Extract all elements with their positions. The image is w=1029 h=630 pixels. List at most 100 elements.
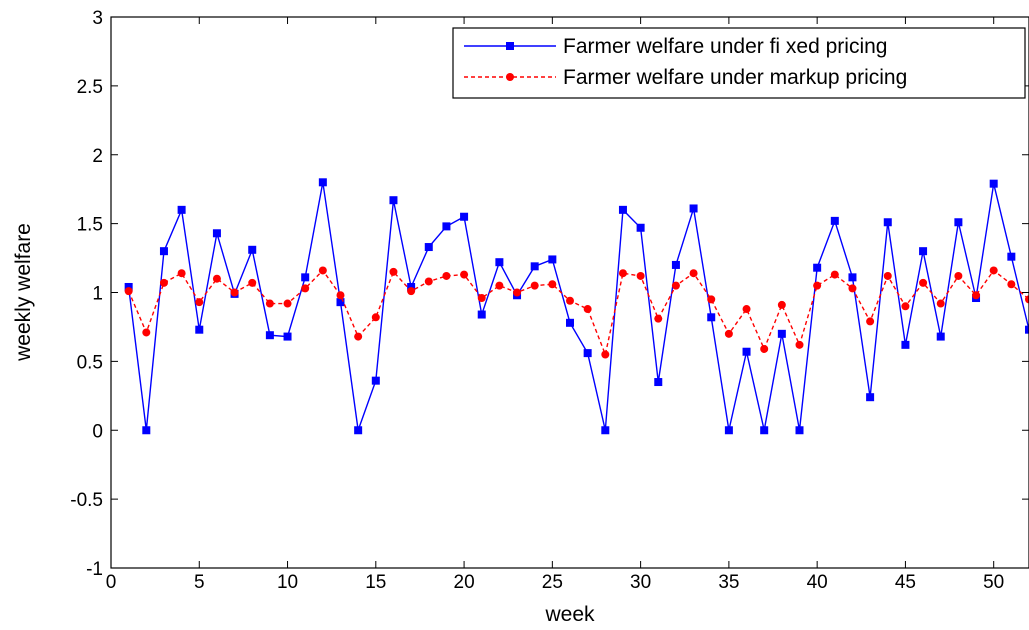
data-point: [724, 329, 733, 338]
data-point: [336, 291, 345, 300]
data-point: [795, 340, 804, 349]
data-point: [760, 344, 769, 353]
data-point: [371, 376, 380, 385]
data-point: [601, 426, 610, 435]
data-point: [671, 281, 680, 290]
data-point: [371, 313, 380, 322]
ticks-layer: 0 5 10 15 20 25 30 35 40 45 50 -1 -0.5 0 0.5 1 1.5 2 2.5 3: [70, 8, 1029, 593]
data-point: [583, 349, 592, 358]
data-point: [866, 317, 875, 326]
data-point: [671, 260, 680, 269]
data-point: [124, 282, 133, 291]
data-point: [195, 298, 204, 307]
data-point: [883, 271, 892, 280]
data-point: [954, 271, 963, 280]
data-point: [583, 305, 592, 314]
data-point: [389, 196, 398, 205]
data-point: [477, 310, 486, 319]
data-point: [742, 305, 751, 314]
series-2: [124, 266, 1029, 359]
legend-entry: Farmer welfare under markup pricing: [464, 66, 907, 89]
data-point: [530, 262, 539, 271]
series-layer: [124, 178, 1029, 435]
data-point: [566, 296, 574, 305]
legend-box: [452, 27, 1026, 99]
data-point: [636, 271, 645, 280]
data-point: [177, 269, 186, 278]
series-line: [127, 182, 1029, 431]
data-point: [460, 270, 469, 279]
data-point: [989, 266, 998, 275]
data-point: [901, 302, 910, 311]
data-point: [318, 178, 327, 187]
data-point: [618, 269, 627, 278]
data-point: [830, 216, 839, 225]
data-point: [477, 294, 486, 303]
plot-area: [111, 17, 1029, 568]
legend-label: Farmer welfare under markup pricing: [563, 66, 907, 89]
data-point: [689, 204, 698, 213]
data-point: [760, 426, 769, 435]
x-tick-label: 25: [542, 572, 563, 593]
data-point: [248, 245, 257, 254]
data-point: [689, 269, 698, 278]
x-tick-label: 50: [983, 572, 1004, 593]
data-point: [265, 331, 274, 340]
legend: Farmer welfare under fi xed pricing Farme…: [452, 27, 1026, 99]
data-point: [301, 273, 310, 282]
data-point: [283, 299, 292, 308]
data-point: [548, 280, 557, 289]
data-point: [442, 271, 451, 280]
data-point: [354, 332, 363, 341]
data-point: [972, 291, 981, 300]
data-point: [866, 393, 875, 402]
data-point: [159, 278, 168, 287]
data-point: [495, 281, 504, 290]
data-point: [989, 179, 998, 188]
data-point: [442, 222, 451, 231]
data-point: [901, 340, 910, 349]
data-point: [830, 270, 839, 279]
data-point: [707, 295, 716, 304]
data-point: [848, 284, 857, 293]
data-point: [424, 243, 433, 252]
y-tick-label: 2: [92, 146, 103, 167]
data-point: [460, 212, 469, 221]
data-point: [159, 247, 168, 256]
data-point: [936, 332, 945, 341]
data-point: [336, 298, 345, 307]
data-point: [424, 277, 433, 286]
data-point: [654, 378, 663, 387]
series-1: [124, 178, 1029, 435]
data-point: [813, 281, 822, 290]
legend-marker: [506, 42, 514, 50]
y-tick-label: 3: [92, 8, 103, 29]
x-tick-label: 45: [895, 572, 916, 593]
data-point: [142, 328, 151, 337]
data-point: [954, 218, 963, 227]
data-point: [636, 223, 645, 232]
data-point: [407, 282, 416, 291]
data-point: [354, 426, 363, 435]
y-tick-label: 1.5: [77, 215, 103, 236]
data-point: [848, 273, 857, 282]
x-tick-label: 40: [807, 572, 828, 593]
x-tick-label: 10: [277, 572, 298, 593]
data-point: [813, 263, 822, 272]
data-point: [548, 255, 557, 264]
data-point: [265, 299, 274, 308]
data-point: [142, 426, 151, 435]
y-tick-label: -0.5: [70, 490, 103, 511]
data-point: [230, 288, 239, 297]
x-tick-label: 20: [454, 572, 475, 593]
data-point: [177, 205, 186, 214]
x-tick-label: 5: [194, 572, 205, 593]
x-tick-label: 30: [630, 572, 651, 593]
data-point: [777, 329, 786, 338]
data-point: [601, 350, 610, 359]
legend-entry: Farmer welfare under fi xed pricing: [464, 35, 887, 58]
data-point: [654, 314, 663, 323]
y-tick-label: 0.5: [77, 352, 103, 373]
data-point: [301, 284, 310, 293]
